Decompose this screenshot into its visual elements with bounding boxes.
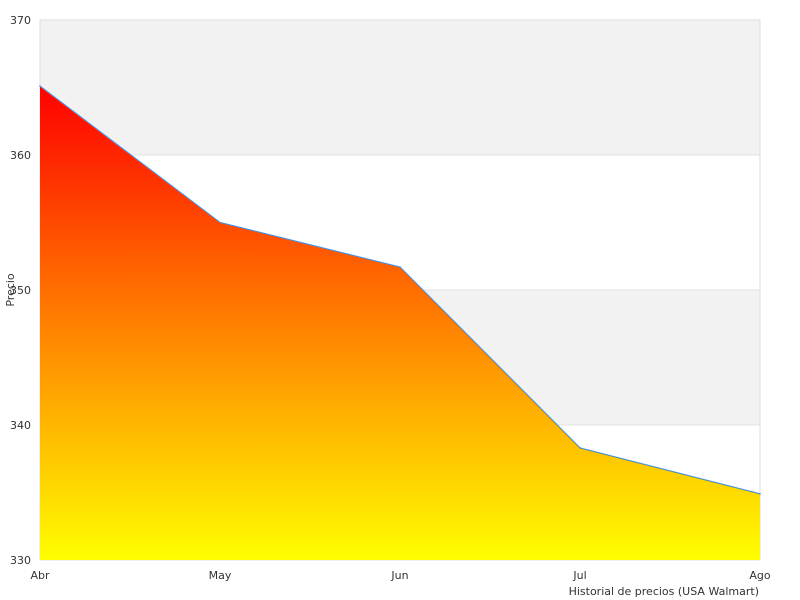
series-layer: [39, 85, 761, 561]
y-tick-labels: 330 340 350 360 370: [10, 14, 31, 567]
y-tick-label: 360: [10, 149, 31, 162]
x-tick-labels: Abr May Jun Jul Ago: [30, 569, 770, 582]
y-tick-label: 350: [10, 284, 31, 297]
data-point-jul: [579, 447, 581, 449]
x-tick-label: May: [209, 569, 232, 582]
y-axis-title: Precio: [4, 273, 17, 307]
x-tick-label: Ago: [749, 569, 771, 582]
x-axis-title: Historial de precios (USA Walmart): [569, 585, 759, 598]
x-tick-label: Jul: [572, 569, 586, 582]
y-tick-label: 340: [10, 419, 31, 432]
series-area: [40, 86, 760, 561]
x-tick-label: Abr: [30, 569, 50, 582]
data-point-ago: [759, 493, 761, 495]
y-tick-label: 330: [10, 554, 31, 567]
y-tick-label: 370: [10, 14, 31, 27]
data-point-abr: [39, 85, 41, 87]
data-point-jun: [399, 266, 401, 268]
x-tick-label: Jun: [390, 569, 408, 582]
background-band: [40, 20, 760, 155]
data-point-may: [219, 221, 221, 224]
